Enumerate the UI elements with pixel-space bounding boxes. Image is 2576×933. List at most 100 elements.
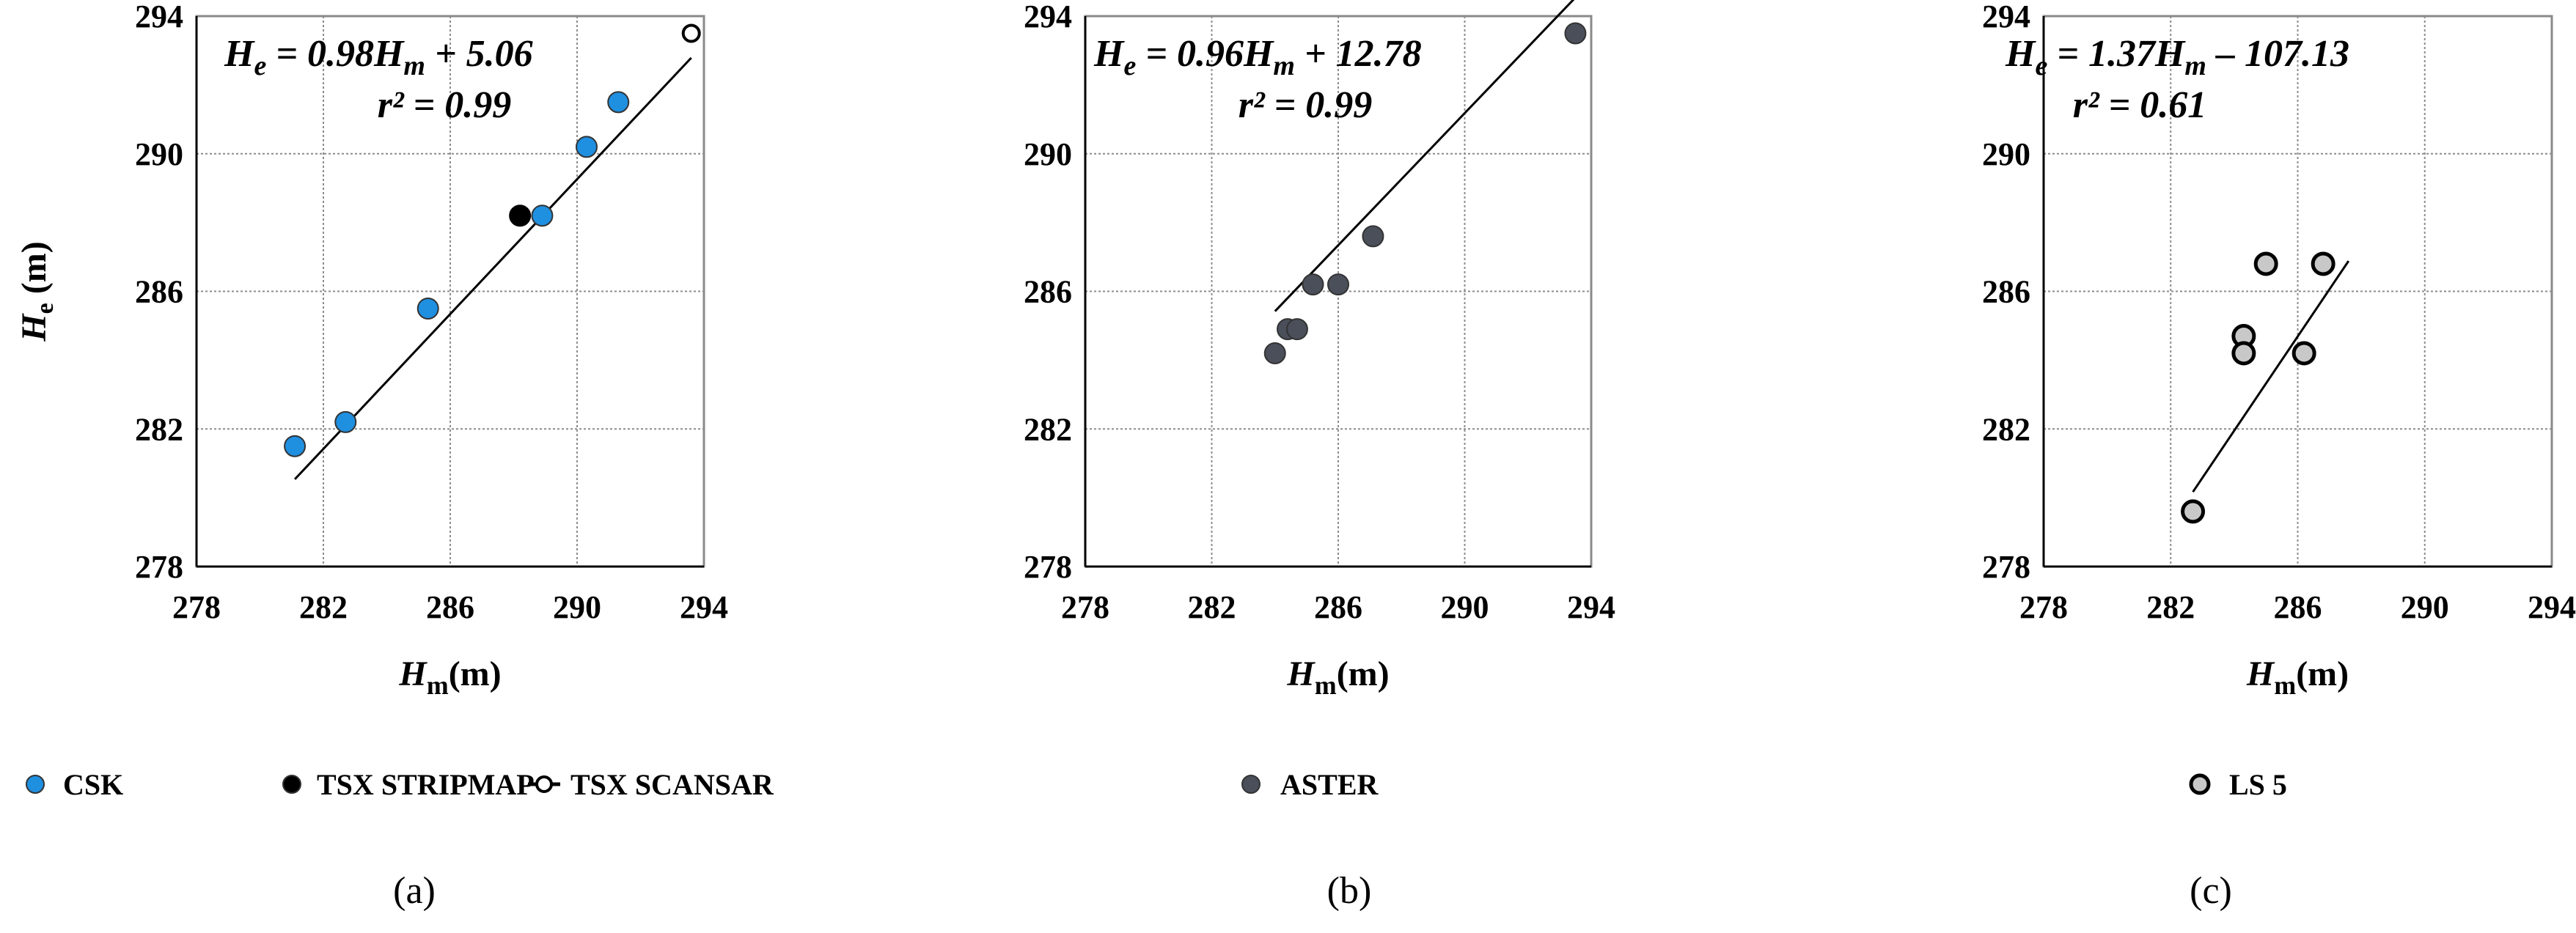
y-tick-label: 294 — [1024, 0, 1072, 34]
x-axis-label-sub: m — [1315, 671, 1337, 700]
equation-mid: = 1.37 — [2047, 33, 2157, 75]
data-point-aster — [1327, 273, 1349, 296]
x-tick-label: 286 — [426, 589, 474, 625]
equation-rhs-sub: m — [403, 51, 425, 81]
x-axis-label: Hm(m) — [2246, 654, 2349, 700]
equation-tail: + 12.78 — [1295, 33, 1422, 75]
y-tick-label: 290 — [1024, 136, 1072, 172]
y-tick-label: 286 — [135, 274, 183, 310]
data-point-tsx-stripmap — [509, 204, 532, 227]
x-tick-label: 290 — [553, 589, 601, 625]
equation-rhs-var: H — [1243, 33, 1274, 75]
y-tick-label: 286 — [1982, 274, 2030, 310]
x-tick-label: 294 — [1567, 589, 1615, 625]
legend-label: ASTER — [1280, 768, 1379, 801]
data-point-csk — [575, 136, 598, 158]
data-point-csk — [417, 297, 439, 320]
equation-tail: – 107.13 — [2206, 33, 2349, 75]
data-point-tsx-scansar — [681, 23, 701, 43]
x-tick-label: 290 — [2401, 589, 2449, 625]
y-tick-label: 294 — [1982, 0, 2030, 34]
x-axis-label: Hm(m) — [1286, 654, 1389, 700]
regression-equation: He = 0.96Hm + 12.78 — [1093, 33, 1422, 81]
x-axis-label-unit: (m) — [1337, 654, 1390, 693]
equation-lhs: H — [224, 33, 255, 75]
r-squared: r² = 0.99 — [1239, 84, 1372, 126]
equation-lhs: H — [2005, 33, 2036, 75]
y-axis-label-sub: e — [32, 303, 59, 314]
x-tick-label: 286 — [1314, 589, 1362, 625]
equation-lhs-sub: e — [1123, 51, 1136, 81]
x-tick-label: 278 — [172, 589, 221, 625]
panel-caption: (a) — [393, 870, 436, 912]
data-point-ls-5 — [2181, 499, 2206, 524]
y-tick-label: 278 — [135, 549, 183, 585]
legend-label: TSX SCANSAR — [570, 768, 774, 801]
data-point-csk — [607, 91, 630, 114]
y-tick-label: 290 — [135, 136, 183, 172]
regression-equation: He = 1.37Hm – 107.13 — [2005, 33, 2349, 81]
y-tick-label: 278 — [1024, 549, 1072, 585]
x-tick-label: 282 — [1188, 589, 1236, 625]
data-point-aster — [1302, 273, 1324, 296]
x-axis-label-var: H — [398, 654, 428, 693]
equation-lhs: H — [1093, 33, 1125, 75]
trendline — [2192, 260, 2350, 493]
y-tick-label: 290 — [1982, 136, 2030, 172]
y-axis-label-var: H — [15, 313, 54, 342]
y-axis-label: He (m) — [15, 241, 59, 342]
data-point-aster — [1263, 342, 1286, 364]
legend-marker — [1241, 775, 1261, 794]
trendline — [293, 56, 692, 480]
data-point-aster — [1285, 318, 1308, 341]
data-point-csk — [334, 410, 357, 433]
y-tick-label: 282 — [1024, 411, 1072, 447]
x-tick-label: 294 — [2528, 589, 2576, 625]
equation-rhs-sub: m — [2184, 51, 2206, 81]
y-tick-label: 286 — [1024, 274, 1072, 310]
x-axis-label-sub: m — [427, 671, 449, 700]
y-tick-label: 278 — [1982, 549, 2030, 585]
equation-mid: = 0.98 — [266, 33, 374, 75]
equation-lhs-sub: e — [254, 51, 266, 81]
y-tick-label: 294 — [135, 0, 183, 34]
data-point-ls-5 — [2291, 341, 2316, 366]
x-axis-label-unit: (m) — [2296, 654, 2349, 693]
equation-mid: = 0.96 — [1136, 33, 1244, 75]
x-axis-label-sub: m — [2274, 671, 2296, 700]
x-tick-label: 278 — [2019, 589, 2068, 625]
x-axis-label: Hm(m) — [398, 654, 501, 700]
equation-rhs-var: H — [2154, 33, 2186, 75]
x-tick-label: 282 — [299, 589, 348, 625]
legend-label: TSX STRIPMAP — [317, 768, 535, 801]
trendline — [1274, 0, 1575, 312]
legend-label: LS 5 — [2229, 768, 2287, 801]
panel-caption: (b) — [1327, 870, 1372, 912]
data-point-csk — [284, 435, 307, 457]
x-tick-label: 294 — [680, 589, 728, 625]
r-squared: r² = 0.99 — [378, 84, 511, 126]
y-tick-label: 282 — [135, 411, 183, 447]
y-axis-label-unit: (m) — [15, 241, 54, 303]
r-squared: r² = 0.61 — [2073, 84, 2206, 126]
equation-rhs-var: H — [373, 33, 405, 75]
legend-label: CSK — [63, 768, 123, 801]
x-tick-label: 278 — [1061, 589, 1109, 625]
equation-rhs-sub: m — [1273, 51, 1295, 81]
equation-tail: + 5.06 — [425, 33, 533, 75]
data-point-ls-5 — [2231, 341, 2256, 366]
data-point-aster — [1564, 22, 1587, 45]
data-point-aster — [1362, 225, 1384, 248]
x-axis-label-var: H — [2246, 654, 2275, 693]
panel-caption: (c) — [2190, 870, 2232, 912]
x-tick-label: 282 — [2146, 589, 2195, 625]
y-tick-label: 282 — [1982, 411, 2030, 447]
legend-marker — [535, 775, 553, 793]
data-point-ls-5 — [2253, 251, 2278, 276]
legend-marker — [26, 775, 45, 794]
legend-marker — [282, 775, 301, 794]
